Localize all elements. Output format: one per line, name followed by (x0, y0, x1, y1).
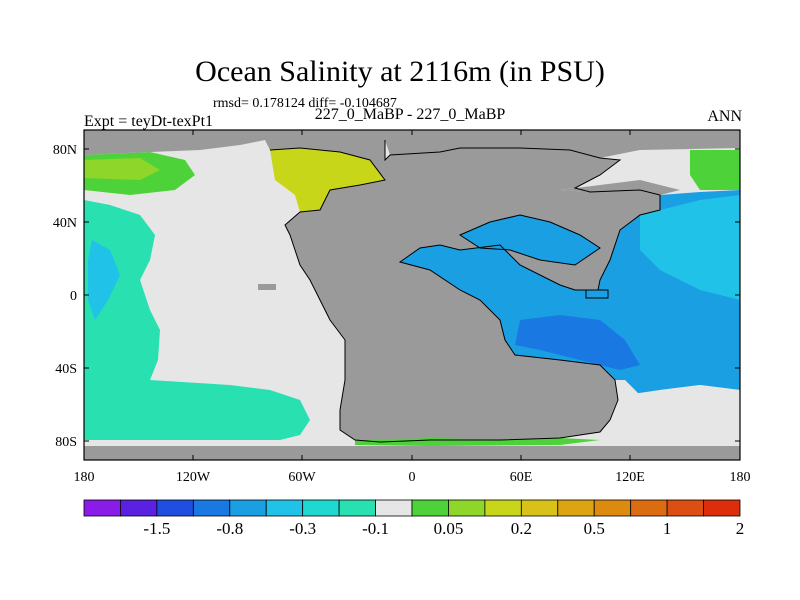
y-axis-labels: 80N 40N 0 40S 80S (53, 143, 77, 450)
x-tick-label: 180 (74, 470, 95, 485)
salinity-field-east-deep (515, 315, 640, 370)
colorbar-label: -0.1 (362, 519, 389, 538)
colorbar-swatch (302, 499, 340, 517)
land-east-wedge (560, 180, 680, 195)
season-label: ANN (707, 108, 742, 125)
x-axis-labels: 180 120W 60W 0 60E 120E 180 (74, 470, 751, 485)
x-tick-label: 60E (510, 470, 533, 485)
colorbar-swatch (411, 499, 449, 517)
x-tick-label: 0 (409, 470, 416, 485)
colorbar-labels: -1.5 -0.8 -0.3 -0.1 0.05 0.2 0.5 1 2 (143, 519, 744, 538)
colorbar-swatch (448, 499, 486, 517)
salinity-field-east-teal (640, 195, 740, 300)
x-tick-label: 120W (176, 470, 211, 485)
colorbar-label: -1.5 (143, 519, 170, 538)
land-top-band (84, 130, 740, 158)
colorbar-swatch (338, 499, 376, 517)
colorbar-swatch (83, 499, 121, 517)
colorbar (83, 499, 741, 517)
y-axis-ticks (84, 148, 740, 442)
land-bottom-band (84, 446, 740, 460)
colorbar-swatch (484, 499, 522, 517)
y-tick-label: 40N (53, 216, 77, 231)
coastline-island (585, 289, 609, 299)
colorbar-swatch (192, 499, 231, 517)
y-tick-label: 80N (53, 143, 77, 158)
colorbar-swatch (375, 499, 413, 517)
salinity-field-south-green (355, 438, 600, 446)
y-tick-label: 40S (55, 362, 77, 377)
map-title: Ocean Salinity at 2116m (in PSU) (195, 55, 605, 88)
colorbar-label: -0.8 (216, 519, 243, 538)
y-tick-label: 0 (70, 289, 77, 304)
x-tick-label: 60W (288, 470, 316, 485)
colorbar-swatch (630, 499, 668, 517)
salinity-field-north-green-lime (84, 158, 160, 180)
x-axis-ticks (83, 130, 741, 460)
colorbar-swatch (265, 499, 304, 517)
colorbar-label: 2 (736, 519, 745, 538)
colorbar-swatch (666, 499, 704, 517)
salinity-field-west-ocean (84, 200, 310, 440)
salinity-field-east-south (615, 385, 740, 445)
colorbar-swatch (593, 499, 632, 517)
salinity-field-north-green-right (690, 150, 740, 190)
colorbar-swatch (703, 499, 741, 517)
salinity-field-west-cyan (88, 240, 120, 320)
experiment-label: Expt = teyDt-texPt1 (84, 113, 214, 130)
colorbar-label: 0.5 (584, 519, 605, 538)
land-main (265, 140, 660, 442)
y-tick-label: 80S (55, 435, 77, 450)
colorbar-label: 1 (663, 519, 672, 538)
colorbar-swatch (229, 499, 267, 517)
colorbar-label: 0.2 (511, 519, 532, 538)
x-tick-label: 120E (615, 470, 645, 485)
colorbar-swatch (156, 499, 194, 517)
salinity-field-inlet (460, 215, 600, 265)
salinity-field-north-atlantic (270, 148, 385, 212)
coastline-outline (269, 140, 661, 443)
colorbar-label: 0.05 (434, 519, 464, 538)
land-isle (258, 284, 276, 290)
colorbar-swatch (120, 499, 158, 517)
stats-text: rmsd= 0.178124 diff= -0.104687 (213, 96, 397, 111)
colorbar-swatch (520, 499, 559, 517)
colorbar-swatch (557, 499, 595, 517)
comparison-label: 227_0_MaBP - 227_0_MaBP (314, 106, 506, 123)
coastline-inlet-outline (458, 214, 601, 266)
x-tick-label: 180 (730, 470, 751, 485)
colorbar-label: -0.3 (289, 519, 316, 538)
